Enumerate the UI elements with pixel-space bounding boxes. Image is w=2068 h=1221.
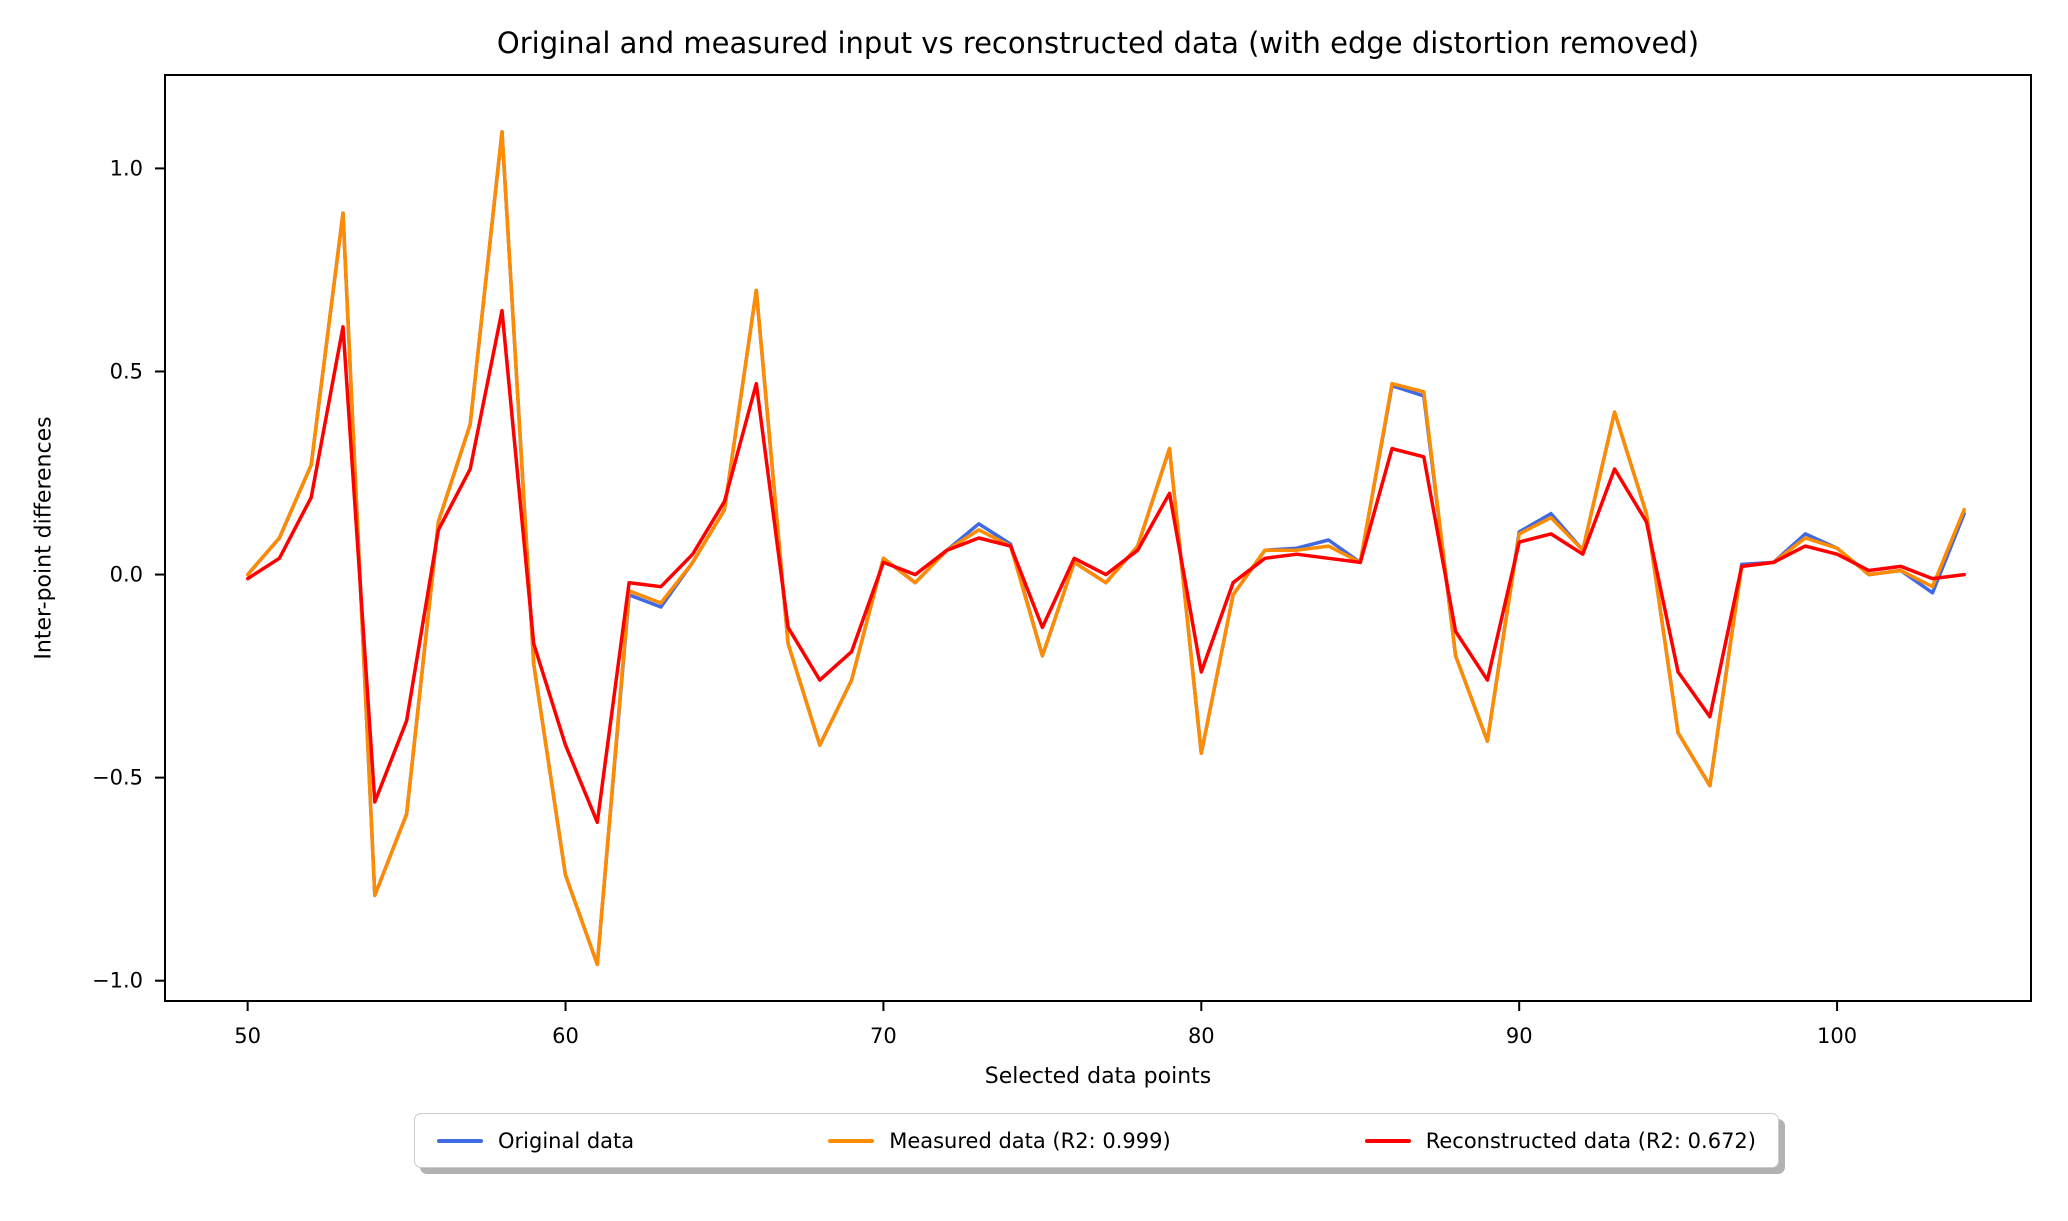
legend-entry-original: Original data — [437, 1129, 634, 1153]
x-tick-label: 80 — [1188, 1024, 1215, 1048]
reconstructed-data-line — [245, 308, 1966, 825]
x-tick-label: 90 — [1506, 1024, 1533, 1048]
x-axis-label: Selected data points — [984, 1064, 1212, 1089]
legend: Original data Measured data (R2: 0.999) … — [414, 1113, 1779, 1168]
x-tick-label: 60 — [552, 1024, 579, 1048]
x-tick-label: 100 — [1817, 1024, 1857, 1048]
x-tick-label: 50 — [234, 1024, 261, 1048]
legend-entry-measured: Measured data (R2: 0.999) — [828, 1128, 1171, 1153]
original-line-swatch — [437, 1138, 483, 1143]
x-tick-label: 70 — [870, 1024, 897, 1048]
y-tick-label: −0.5 — [92, 766, 143, 790]
legend-label-measured: Measured data (R2: 0.999) — [889, 1128, 1171, 1153]
y-tick-label: −1.0 — [92, 969, 143, 993]
y-tick-label: 0.5 — [110, 359, 143, 383]
y-tick-label: 0.0 — [110, 563, 143, 587]
chart-title: Original and measured input vs reconstru… — [496, 26, 1700, 60]
legend-entry-reconstructed: Reconstructed data (R2: 0.672) — [1364, 1128, 1756, 1153]
plot-frame — [164, 74, 2032, 1002]
legend-label-reconstructed: Reconstructed data (R2: 0.672) — [1425, 1128, 1756, 1153]
original-data-line — [245, 130, 1966, 967]
measured-data-line — [245, 130, 1966, 967]
legend-label-original: Original data — [498, 1128, 635, 1153]
y-tick-label: 1.0 — [110, 156, 143, 180]
reconstructed-line-swatch — [1364, 1138, 1411, 1143]
measured-line-swatch — [828, 1138, 875, 1143]
